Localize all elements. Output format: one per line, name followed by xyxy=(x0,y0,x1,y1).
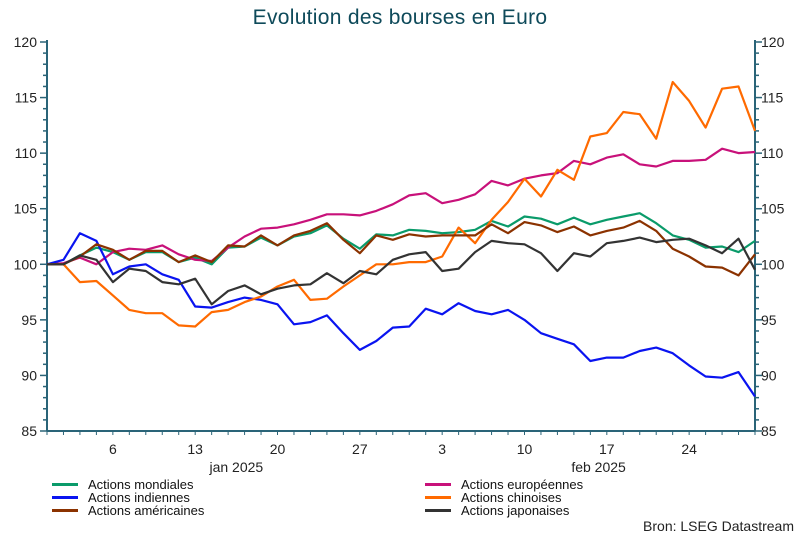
x-tick-label: 24 xyxy=(681,441,697,457)
legend-item: Actions chinoises xyxy=(425,490,561,505)
legend-swatch xyxy=(425,509,451,512)
legend-item: Actions japonaises xyxy=(425,503,569,518)
legend-item: Actions indiennes xyxy=(52,490,190,505)
x-tick-label: 6 xyxy=(109,441,117,457)
x-tick-label: 17 xyxy=(599,441,615,457)
x-tick-label: 20 xyxy=(270,441,286,457)
x-tick-label: 13 xyxy=(187,441,203,457)
y-tick-label-left: 90 xyxy=(21,367,37,383)
y-tick-label-right: 105 xyxy=(761,201,785,217)
y-tick-label-right: 120 xyxy=(761,34,785,50)
x-tick-label: 3 xyxy=(438,441,446,457)
series-line-actions-européennes xyxy=(46,147,756,266)
y-tick-label-right: 90 xyxy=(761,367,777,383)
legend-swatch xyxy=(52,509,78,512)
y-tick-label-left: 120 xyxy=(14,34,38,50)
x-tick-label: 10 xyxy=(517,441,533,457)
legend-swatch xyxy=(52,496,78,499)
y-tick-label-right: 115 xyxy=(761,90,784,106)
legend-swatch xyxy=(425,496,451,499)
legend-label: Actions européennes xyxy=(461,477,584,492)
legend-item: Actions américaines xyxy=(52,503,204,518)
legend-swatch xyxy=(52,483,78,486)
y-tick-label-right: 110 xyxy=(761,145,784,161)
series-line-actions-américaines xyxy=(47,219,756,277)
y-tick-label-left: 85 xyxy=(21,423,37,439)
legend-item: Actions mondiales xyxy=(52,477,194,492)
y-tick-label-right: 85 xyxy=(761,423,777,439)
legend-swatch xyxy=(425,483,451,486)
legend-label: Actions chinoises xyxy=(461,490,562,505)
y-tick-label-left: 110 xyxy=(15,145,38,161)
legend-item: Actions européennes xyxy=(425,477,583,492)
y-tick-label-right: 95 xyxy=(761,312,777,328)
y-tick-label-left: 105 xyxy=(14,201,38,217)
series-line-actions-chinoises xyxy=(47,80,757,328)
y-tick-label-left: 100 xyxy=(14,256,38,272)
series-line-actions-japonaises xyxy=(47,236,756,306)
legend-label: Actions américaines xyxy=(88,503,205,518)
legend-label: Actions indiennes xyxy=(88,490,190,505)
y-tick-label-right: 100 xyxy=(761,256,785,272)
source-note: Bron: LSEG Datastream xyxy=(643,518,794,534)
y-tick-label-left: 115 xyxy=(15,90,38,106)
series-line-actions-indiennes xyxy=(46,232,756,398)
chart-title: Evolution des bourses en Euro xyxy=(252,6,548,29)
legend-label: Actions japonaises xyxy=(461,503,570,518)
x-month-label: jan 2025 xyxy=(208,459,263,475)
x-month-label: feb 2025 xyxy=(571,459,626,475)
x-tick-label: 27 xyxy=(352,441,368,457)
legend-label: Actions mondiales xyxy=(88,477,194,492)
y-tick-label-left: 95 xyxy=(21,312,37,328)
